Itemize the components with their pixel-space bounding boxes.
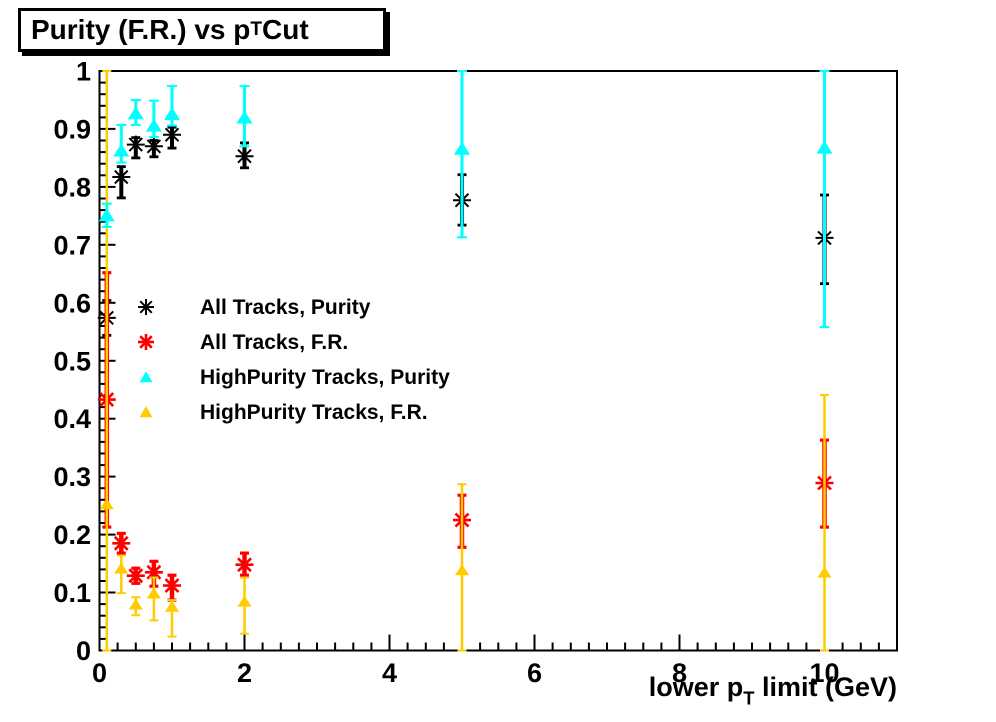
y-tick-label: 0.4 — [53, 404, 91, 434]
y-tick-label: 1 — [76, 57, 91, 87]
y-tick-label: 0.1 — [53, 578, 91, 608]
plot-title-subscript: T — [250, 19, 263, 40]
y-tick-label: 0.8 — [53, 172, 91, 202]
x-tick-label: 8 — [672, 658, 687, 688]
x-tick-label: 2 — [237, 658, 252, 688]
asterisk-marker-icon — [128, 295, 164, 321]
x-axis-title-subscript: T — [743, 687, 755, 709]
legend-item-label: All Tracks, Purity — [200, 295, 371, 319]
x-axis-title-text-end: limit (GeV) — [754, 672, 897, 702]
x-axis-title: lower pT limit (GeV) — [649, 672, 897, 709]
asterisk-marker-icon — [128, 330, 164, 356]
legend-item-label: HighPurity Tracks, F.R. — [200, 400, 428, 424]
plot-title-text: Purity (F.R.) vs p — [31, 14, 251, 45]
triangle-marker-icon — [128, 400, 164, 426]
y-tick-label: 0.7 — [53, 230, 91, 260]
y-tick-label: 0.3 — [53, 462, 91, 492]
y-tick-label: 0.2 — [53, 520, 91, 550]
x-tick-label: 10 — [809, 658, 839, 688]
legend-item: All Tracks, F.R. — [128, 325, 450, 360]
legend-item-label: All Tracks, F.R. — [200, 330, 349, 354]
y-tick-label: 0.5 — [53, 346, 91, 376]
legend-item-label: HighPurity Tracks, Purity — [200, 365, 450, 389]
triangle-marker-icon — [128, 365, 164, 391]
y-tick-label: 0 — [76, 636, 91, 666]
y-tick-label: 0.6 — [53, 288, 91, 318]
y-tick-label: 0.9 — [53, 114, 91, 144]
series-highpurity-tracks-f-r- — [99, 70, 832, 652]
x-axis-title-text: lower p — [648, 672, 744, 702]
legend-item: HighPurity Tracks, F.R. — [128, 395, 450, 430]
x-tick-label: 0 — [92, 658, 107, 688]
legend-item: HighPurity Tracks, Purity — [128, 360, 450, 395]
legend: All Tracks, Purity All Tracks, F.R. High… — [128, 290, 450, 430]
legend-item: All Tracks, Purity — [128, 290, 450, 325]
x-tick-label: 4 — [382, 658, 397, 688]
plot-title-text-end: Cut — [262, 14, 309, 45]
x-tick-label: 6 — [527, 658, 542, 688]
series-highpurity-tracks-purity — [98, 69, 833, 329]
